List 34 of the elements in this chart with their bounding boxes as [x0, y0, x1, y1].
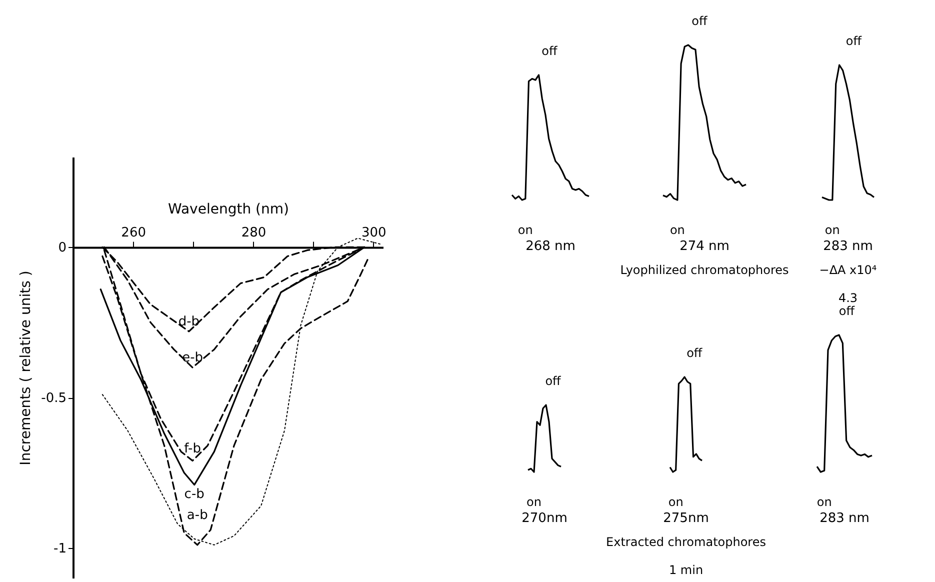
- text: on: [518, 223, 533, 237]
- text: on: [824, 223, 840, 237]
- text: off: [545, 374, 562, 388]
- text: off: [692, 14, 708, 28]
- x-axis-title: 283 nm: [820, 511, 870, 526]
- text: off: [846, 34, 862, 48]
- series-label: c-b: [184, 486, 204, 502]
- text: 4.3: [838, 291, 858, 305]
- text: on: [668, 495, 684, 509]
- y-tick-label: 0: [58, 240, 66, 256]
- text: off: [686, 346, 703, 360]
- series-label: a-b: [186, 508, 208, 523]
- text: off: [838, 304, 856, 318]
- x-axis-title: 274 nm: [680, 239, 730, 254]
- series-label: f-b: [184, 442, 201, 457]
- x-axis-title: 275nm: [663, 511, 709, 526]
- y-axis-title: Increments ( relative units ): [18, 270, 34, 466]
- x-axis-title: 268 nm: [526, 239, 576, 254]
- x-axis-title: Wavelength (nm): [168, 202, 289, 218]
- x-tick-label: 280: [241, 226, 266, 241]
- y-tick-label: -0.5: [41, 391, 66, 406]
- text: on: [670, 223, 685, 237]
- text: off: [542, 44, 558, 58]
- text: Extracted chromatophores: [606, 535, 766, 549]
- y-tick-label: -1: [54, 541, 66, 556]
- x-tick-label: 300: [361, 226, 386, 241]
- text: on: [816, 495, 832, 509]
- text: on: [526, 495, 542, 509]
- x-axis-title: 283 nm: [823, 239, 873, 254]
- x-axis-title: 270nm: [522, 511, 568, 526]
- text: 1 min: [668, 563, 704, 577]
- text: Lyophilized chromatophores: [620, 263, 789, 277]
- x-tick-label: 260: [121, 226, 146, 241]
- text: −ΔA x10⁴: [819, 263, 877, 277]
